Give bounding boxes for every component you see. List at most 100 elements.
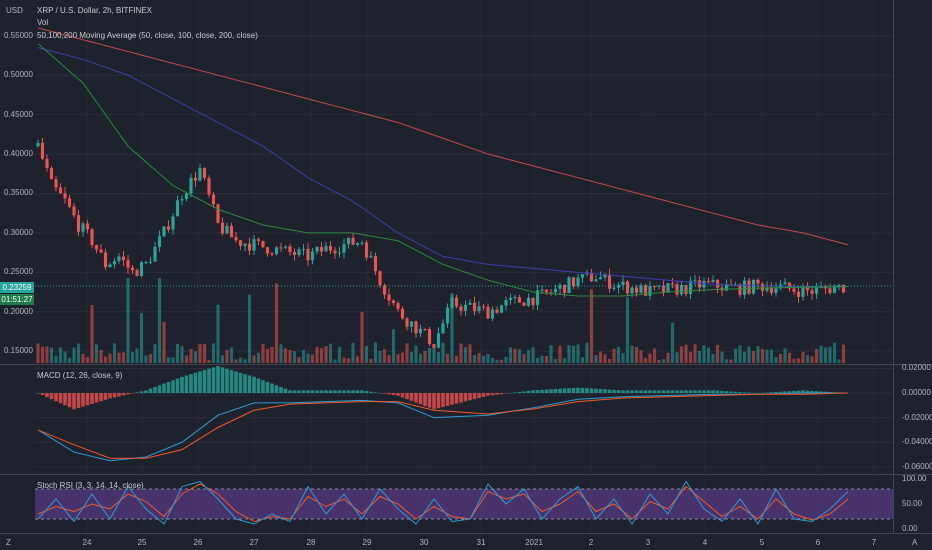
volume-bar — [396, 354, 400, 363]
auto-scale-button[interactable]: A — [912, 538, 918, 547]
volume-bar — [342, 357, 346, 363]
macd-histogram-bar — [216, 366, 220, 394]
stoch-rsi-legend[interactable]: Stoch RSI (3, 3, 14, 14, close) — [37, 481, 144, 490]
candle-body — [841, 284, 846, 293]
volume-bar — [99, 349, 103, 363]
volume-bar — [409, 352, 414, 363]
macd-histogram-bar — [585, 388, 589, 394]
candle-body — [630, 287, 634, 294]
macd-histogram-bar — [103, 393, 108, 400]
volume-bar — [166, 357, 171, 363]
volume-bar — [243, 359, 247, 363]
time-tick-label: 4 — [702, 538, 708, 547]
candle-body — [504, 300, 508, 306]
candle-body — [607, 274, 612, 289]
volume-bar — [787, 352, 792, 363]
macd-histogram-bar — [40, 393, 45, 396]
candle-body — [544, 289, 549, 293]
macd-histogram-bar — [571, 387, 576, 394]
volume-bar — [724, 359, 729, 363]
macd-histogram-bar — [94, 393, 99, 403]
volume-bar — [378, 350, 382, 363]
candle-body — [90, 229, 94, 246]
candle-body — [436, 333, 441, 348]
volume-bar — [301, 349, 306, 363]
macd-histogram-bar — [427, 393, 432, 408]
macd-histogram-bar — [432, 393, 436, 410]
volume-bar — [706, 347, 711, 363]
volume-bar — [211, 343, 216, 363]
candle-body — [229, 225, 234, 238]
macd-histogram-bar — [468, 393, 472, 401]
macd-histogram-bar — [792, 390, 796, 394]
candle-body — [549, 292, 553, 294]
volume-bar — [193, 351, 198, 363]
volume-bar — [436, 352, 441, 363]
macd-histogram-bar — [747, 392, 751, 394]
candle-body — [342, 244, 346, 253]
volume-bar — [382, 349, 387, 363]
volume-bar — [832, 342, 837, 363]
macd-histogram-bar — [648, 390, 652, 394]
volume-bar — [324, 346, 328, 363]
volume-bar — [148, 354, 153, 363]
macd-histogram-bar — [481, 393, 486, 397]
candle-body — [360, 242, 364, 244]
volume-bar — [207, 359, 211, 363]
macd-histogram-bar — [157, 385, 162, 394]
candle-body — [310, 251, 315, 261]
volume-bar — [463, 347, 468, 363]
volume-bar — [598, 351, 603, 363]
volume-bar — [504, 356, 508, 363]
candle-body — [279, 247, 283, 249]
macd-histogram-bar — [49, 393, 54, 400]
volume-legend[interactable]: Vol — [37, 18, 49, 27]
candle-body — [648, 286, 652, 296]
macd-histogram-bar — [562, 388, 567, 394]
volume-bar — [567, 345, 571, 363]
macd-histogram-bar — [166, 381, 171, 394]
volume-bar — [508, 347, 513, 363]
macd-histogram-bar — [639, 390, 643, 394]
candle-body — [126, 260, 130, 268]
volume-bar — [292, 351, 297, 363]
candle-body — [265, 247, 270, 254]
macd-histogram-bar — [499, 393, 504, 395]
price-tick-label: 0.55000 — [4, 30, 33, 40]
macd-histogram-bar — [355, 390, 360, 394]
volume-bar — [688, 351, 693, 363]
volume-bar — [810, 356, 814, 363]
volume-bar — [288, 349, 292, 363]
volume-bar — [544, 355, 549, 363]
macd-histogram-bar — [333, 390, 337, 394]
candle-body — [738, 284, 742, 295]
volume-bar — [103, 356, 108, 363]
volume-bar — [139, 313, 144, 363]
zoom-z-button[interactable]: Z — [6, 538, 11, 547]
macd-histogram-bar — [580, 387, 585, 394]
volume-bar — [265, 348, 270, 363]
candle-body — [324, 245, 328, 252]
macd-histogram-bar — [598, 388, 603, 394]
volume-bar — [405, 343, 409, 363]
volume-bar — [814, 349, 819, 363]
candle-body — [238, 240, 243, 246]
candle-body — [486, 306, 490, 319]
candle-body — [117, 256, 121, 262]
price-pane — [35, 0, 893, 363]
macd-histogram-bar — [423, 393, 427, 406]
candle-body — [319, 247, 324, 252]
macd-legend[interactable]: MACD (12, 26, close, 9) — [37, 371, 123, 380]
volume-bar — [819, 345, 823, 363]
candle-body — [297, 249, 301, 255]
macd-histogram-bar — [171, 380, 175, 394]
candle-body — [463, 304, 468, 311]
macd-histogram-bar — [225, 368, 229, 394]
volume-bar — [778, 353, 783, 363]
volume-bar — [634, 346, 639, 363]
moving-average-legend[interactable]: 50,100,200 Moving Average (50, close, 10… — [37, 31, 258, 40]
candle-body — [355, 243, 360, 245]
volume-bar — [63, 351, 67, 363]
macd-histogram-bar — [459, 393, 463, 403]
